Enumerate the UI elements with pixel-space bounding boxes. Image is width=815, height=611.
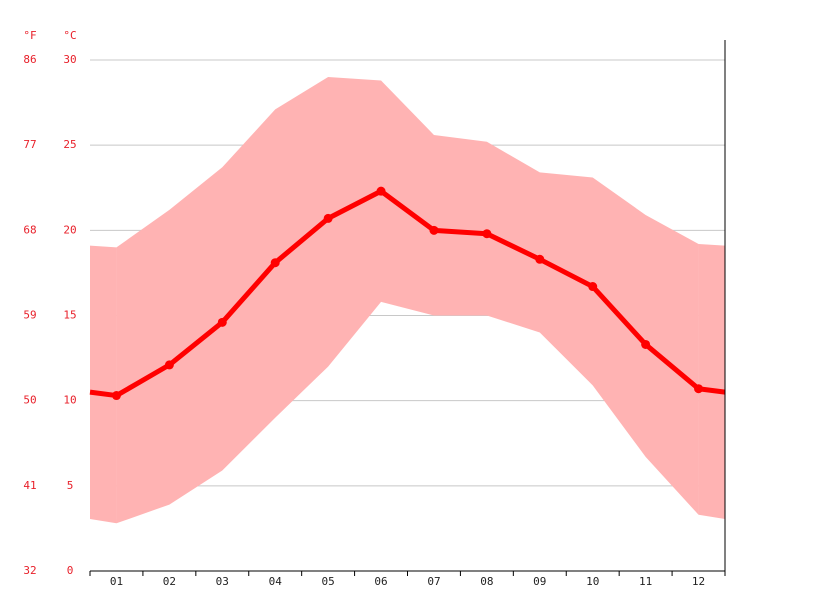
x-tick-label: 09 [533,575,546,588]
x-tick-label: 01 [110,575,123,588]
y-tick-label: 0 [67,564,74,577]
mean-point [111,391,121,401]
mean-point [270,258,280,268]
temperature-range [116,77,699,524]
x-tick-label: 04 [269,575,283,588]
y2-tick-label: 59 [23,309,36,322]
y2-axis-label: °F [23,29,36,42]
y2-tick-label: 77 [23,138,36,151]
x-tick-label: 12 [692,575,705,588]
mean-point [482,229,492,239]
mean-point [641,339,651,349]
y-axis-label: °C [63,29,76,42]
mean-point [535,254,545,264]
y-tick-label: 20 [63,223,76,236]
y-tick-label: 10 [63,394,76,407]
y-tick-label: 30 [63,53,76,66]
y2-tick-label: 41 [23,479,36,492]
y2-tick-label: 50 [23,394,36,407]
mean-point [429,225,439,235]
y2-tick-label: 86 [23,53,36,66]
x-tick-label: 08 [480,575,493,588]
x-tick-label: 02 [163,575,176,588]
x-tick-label: 05 [322,575,335,588]
x-tick-label: 07 [427,575,440,588]
y-tick-label: 15 [63,309,76,322]
band-wrap [698,243,725,520]
x-tick-label: 10 [586,575,599,588]
mean-point [217,317,227,327]
y2-tick-label: 68 [23,223,36,236]
x-tick-label: 06 [374,575,387,588]
x-tick-label: 03 [216,575,229,588]
mean-line [115,188,701,398]
mean-point [694,384,704,394]
mean-point [164,360,174,370]
band-wrap [90,245,117,524]
mean-point [323,213,333,223]
mean-point [588,282,598,292]
y-tick-label: 5 [67,479,74,492]
y2-tick-label: 32 [23,564,36,577]
y-tick-label: 25 [63,138,76,151]
mean-point [376,186,386,196]
x-tick-label: 11 [639,575,652,588]
